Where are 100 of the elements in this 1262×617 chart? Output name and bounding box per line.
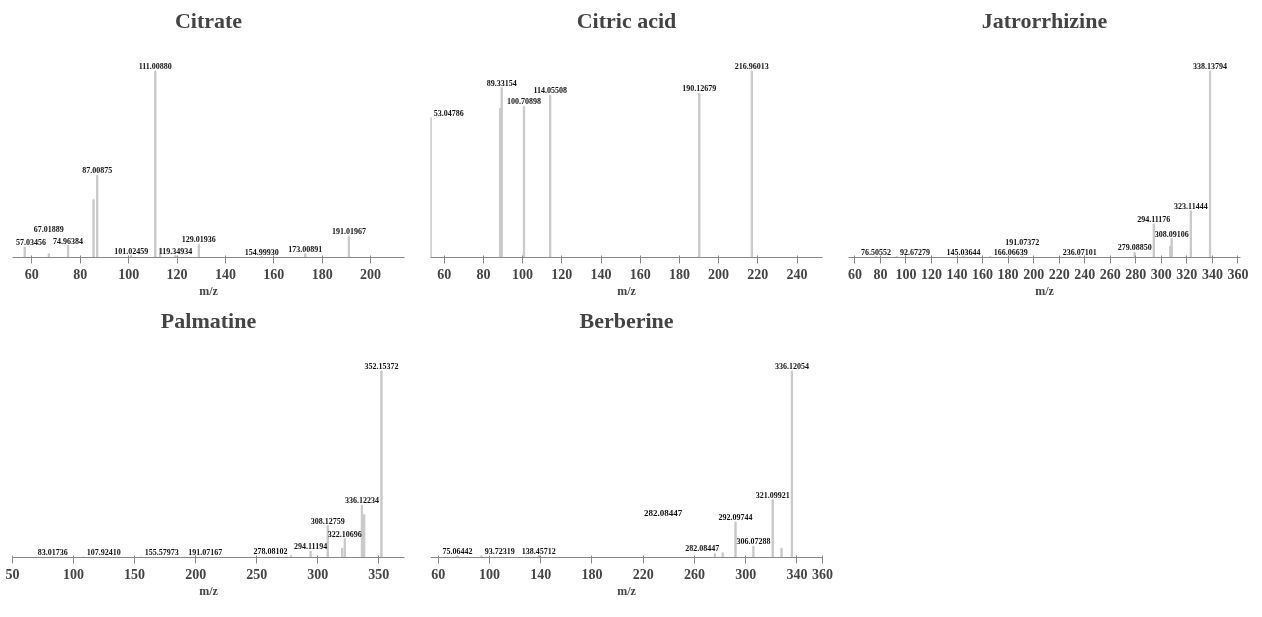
annotation: 93.72319 xyxy=(484,546,515,556)
x-tick-label: 80 xyxy=(476,266,491,282)
x-tick-label: 100 xyxy=(63,566,85,582)
annotation: 138.45712 xyxy=(521,546,556,556)
annotation: 294.11194 xyxy=(294,542,328,552)
x-tick-label: 220 xyxy=(1048,266,1070,282)
annotation: 119.34934 xyxy=(158,246,193,256)
x-tick-label: 360 xyxy=(1227,266,1249,282)
annotation: 323.11444 xyxy=(1174,201,1208,211)
x-tick-label: 340 xyxy=(1201,266,1223,282)
x-tick-label: 340 xyxy=(786,566,808,582)
x-tick-label: 220 xyxy=(632,566,654,582)
x-axis-title: m/z xyxy=(199,583,219,598)
x-tick-label: 200 xyxy=(1023,266,1045,282)
x-tick-label: 180 xyxy=(668,266,690,282)
annotation: 67.01889 xyxy=(33,224,64,234)
x-tick-label: 360 xyxy=(812,566,833,582)
annotation: 111.00880 xyxy=(138,62,172,72)
annotation: 129.01936 xyxy=(181,235,216,245)
x-tick-label: 240 xyxy=(1074,266,1096,282)
annotation: 282.08447 xyxy=(643,507,683,518)
annotation: 101.02459 xyxy=(114,246,149,256)
chart-title: Citric acid xyxy=(576,7,677,33)
annotation: 322.10696 xyxy=(327,529,362,539)
x-tick-label: 200 xyxy=(360,266,382,282)
annotation: 191.01967 xyxy=(331,227,366,237)
annotation: 306.07288 xyxy=(736,537,771,547)
x-axis-title: m/z xyxy=(199,283,219,298)
x-axis-title: m/z xyxy=(1035,283,1055,298)
annotation: 190.12679 xyxy=(682,84,717,94)
x-tick-label: 60 xyxy=(847,266,862,282)
annotation: 191.07167 xyxy=(188,547,223,557)
x-tick-label: 140 xyxy=(214,266,236,282)
x-tick-label: 160 xyxy=(629,266,651,282)
x-tick-label: 140 xyxy=(530,566,552,582)
chart-title: Citrate xyxy=(174,7,243,33)
annotation: 75.06442 xyxy=(442,546,473,556)
x-tick-label: 80 xyxy=(73,266,88,282)
x-tick-label: 60 xyxy=(437,266,452,282)
annotation: 279.08850 xyxy=(1117,243,1152,253)
annotation: 321.09921 xyxy=(755,490,790,500)
annotation: 292.09744 xyxy=(718,513,753,523)
x-tick-label: 160 xyxy=(263,266,285,282)
annotation: 57.03456 xyxy=(15,238,46,248)
annotation: 74.96384 xyxy=(53,236,84,246)
annotation: 191.07372 xyxy=(1005,237,1040,247)
annotation: 278.08102 xyxy=(253,546,288,556)
annotation: 145.03644 xyxy=(946,247,981,257)
annotation: 166.06639 xyxy=(993,247,1028,257)
x-tick-label: 300 xyxy=(1150,266,1172,282)
x-tick-label: 120 xyxy=(551,266,573,282)
x-tick-label: 100 xyxy=(512,266,534,282)
annotation: 83.01736 xyxy=(37,547,68,557)
annotation: 107.92410 xyxy=(86,547,121,557)
annotation: 216.96013 xyxy=(734,62,769,72)
annotation: 173.00891 xyxy=(288,244,323,254)
x-tick-label: 80 xyxy=(873,266,888,282)
annotation: 76.50552 xyxy=(860,247,891,257)
x-tick-label: 320 xyxy=(1176,266,1198,282)
x-tick-label: 50 xyxy=(5,566,20,582)
annotation: 294.11176 xyxy=(1137,214,1171,224)
annotation: 53.04786 xyxy=(433,108,464,118)
x-tick-label: 120 xyxy=(166,266,188,282)
x-tick-label: 300 xyxy=(307,566,329,582)
annotation: 352.15372 xyxy=(364,362,399,372)
x-axis-title: m/z xyxy=(617,583,637,598)
x-tick-label: 180 xyxy=(581,566,603,582)
annotation: 87.00875 xyxy=(82,166,113,176)
x-tick-label: 260 xyxy=(683,566,705,582)
x-tick-label: 180 xyxy=(997,266,1019,282)
annotation: 308.09106 xyxy=(1154,229,1189,239)
x-tick-label: 280 xyxy=(1125,266,1147,282)
annotation: 336.12234 xyxy=(344,496,379,506)
annotation: 336.12054 xyxy=(774,362,809,372)
x-tick-label: 350 xyxy=(368,566,390,582)
x-tick-label: 250 xyxy=(246,566,268,582)
x-tick-label: 100 xyxy=(478,566,500,582)
x-tick-label: 60 xyxy=(431,566,446,582)
x-tick-label: 220 xyxy=(747,266,769,282)
annotation: 282.08447 xyxy=(685,543,720,553)
annotation: 89.33154 xyxy=(486,78,517,88)
chart-title: Jatrorrhizine xyxy=(981,7,1108,33)
annotation: 338.13794 xyxy=(1193,62,1228,72)
x-tick-label: 100 xyxy=(118,266,140,282)
annotation: 154.99930 xyxy=(244,247,279,257)
x-tick-label: 200 xyxy=(185,566,207,582)
x-tick-label: 160 xyxy=(972,266,994,282)
x-tick-label: 260 xyxy=(1099,266,1121,282)
chart-title: Palmatine xyxy=(160,307,257,333)
x-tick-label: 300 xyxy=(735,566,757,582)
x-tick-label: 150 xyxy=(124,566,146,582)
x-tick-label: 140 xyxy=(946,266,968,282)
x-tick-label: 200 xyxy=(708,266,730,282)
annotation: 236.07101 xyxy=(1062,247,1097,257)
x-tick-label: 100 xyxy=(895,266,917,282)
x-tick-label: 120 xyxy=(921,266,942,282)
x-tick-label: 240 xyxy=(786,266,808,282)
annotation: 114.05508 xyxy=(533,86,567,96)
annotation: 308.12759 xyxy=(310,516,345,526)
x-axis-title: m/z xyxy=(617,283,637,298)
